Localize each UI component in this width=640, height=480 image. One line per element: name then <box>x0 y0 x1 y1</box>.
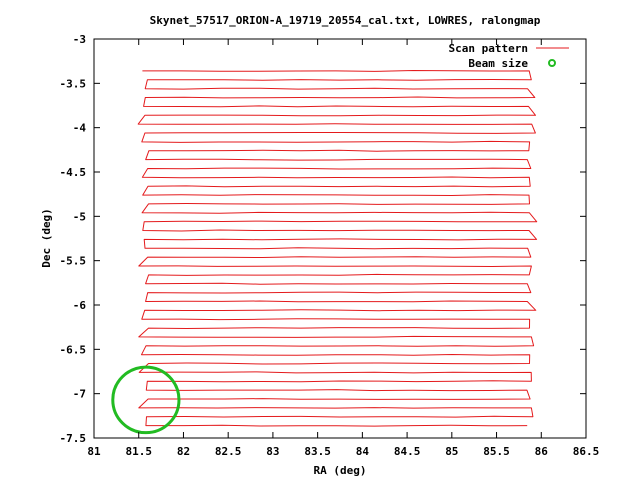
x-axis-label: RA (deg) <box>314 464 367 477</box>
legend: Scan pattern Beam size <box>449 42 569 70</box>
plot-frame <box>93 38 587 439</box>
legend-swatch-beam-size <box>548 59 556 67</box>
legend-entry-beam-size: Beam size <box>468 57 528 70</box>
chart-title: Skynet_57517_ORION-A_19719_20554_cal.txt… <box>150 14 541 27</box>
y-tick-label: -7.5 <box>60 432 87 445</box>
x-tick-label: 82 <box>177 445 190 458</box>
y-tick-label: -5.5 <box>60 255 87 268</box>
y-tick-label: -6.5 <box>60 343 87 356</box>
x-tick-label: 85.5 <box>483 445 510 458</box>
y-tick-label: -4.5 <box>60 166 87 179</box>
beam-size-circle <box>111 365 181 435</box>
scan-pattern-line <box>137 70 538 427</box>
x-tick-label: 81 <box>87 445 101 458</box>
y-tick-label: -6 <box>73 299 87 312</box>
y-tick-label: -7 <box>73 388 86 401</box>
x-tick-label: 84.5 <box>394 445 421 458</box>
y-tick-label: -4 <box>73 122 87 135</box>
x-tick-label: 86.5 <box>573 445 600 458</box>
x-tick-label: 86 <box>535 445 549 458</box>
y-tick-label: -3 <box>73 33 86 46</box>
scan-pattern-series <box>137 70 538 427</box>
x-tick-label: 81.5 <box>125 445 152 458</box>
x-tick-label: 83.5 <box>304 445 331 458</box>
beam-size-series <box>111 365 181 435</box>
y-axis-label: Dec (deg) <box>40 208 53 268</box>
x-tick-label: 82.5 <box>215 445 242 458</box>
x-tick-label: 84 <box>356 445 370 458</box>
y-tick-label: -5 <box>73 210 86 223</box>
x-tick-label: 83 <box>266 445 279 458</box>
legend-entry-scan-pattern: Scan pattern <box>449 42 528 55</box>
x-axis-ticks: 81 81.5 82 82.5 83 83.5 84 84.5 85 85.5 86 86.5 <box>87 39 599 458</box>
x-tick-label: 85 <box>445 445 458 458</box>
y-tick-label: -3.5 <box>60 77 87 90</box>
y-axis-ticks: -3 -3.5 -4 -4.5 -5 -5.5 -6 -6.5 -7 -7.5 <box>60 33 586 445</box>
